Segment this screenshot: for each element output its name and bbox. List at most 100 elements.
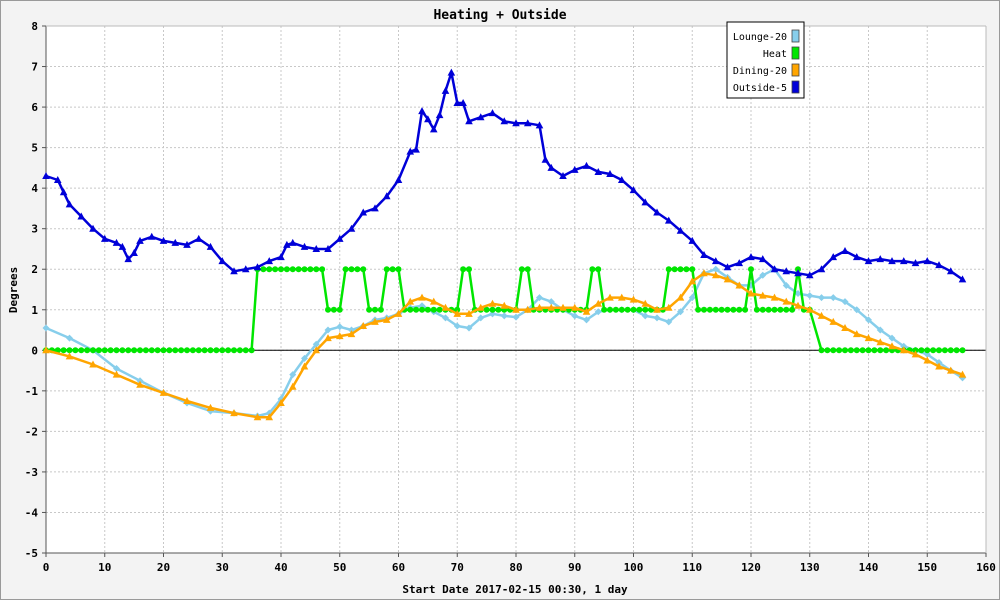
x-tick-label: 10 xyxy=(98,561,111,574)
data-point xyxy=(841,246,849,254)
data-point xyxy=(958,370,967,378)
data-point xyxy=(783,306,790,313)
data-point xyxy=(936,347,942,354)
data-point xyxy=(688,236,697,244)
data-point xyxy=(147,232,156,240)
data-point xyxy=(453,309,462,317)
data-point xyxy=(100,234,109,242)
data-point xyxy=(735,281,744,289)
data-point xyxy=(225,347,232,354)
data-point xyxy=(570,165,579,173)
data-point xyxy=(124,255,133,263)
data-point xyxy=(119,347,126,354)
data-point xyxy=(582,161,591,169)
data-point xyxy=(695,306,702,313)
data-point xyxy=(277,253,285,261)
data-point xyxy=(500,312,508,320)
data-point xyxy=(488,109,497,117)
data-point xyxy=(236,347,243,354)
data-point xyxy=(830,347,837,354)
data-point xyxy=(430,306,437,313)
data-point xyxy=(319,266,326,273)
data-point xyxy=(206,242,215,250)
data-point xyxy=(794,301,802,309)
data-point xyxy=(89,224,97,232)
data-point xyxy=(899,346,908,354)
data-point xyxy=(354,266,361,273)
data-point xyxy=(765,306,772,313)
data-point xyxy=(512,313,520,321)
data-point xyxy=(288,238,297,246)
data-point xyxy=(912,347,919,354)
data-point xyxy=(899,257,908,265)
data-point xyxy=(283,240,291,248)
data-point xyxy=(953,347,960,354)
data-point xyxy=(671,266,678,273)
data-point xyxy=(90,347,96,354)
data-point xyxy=(101,347,108,354)
y-tick-label: -4 xyxy=(25,506,39,519)
data-point xyxy=(366,306,373,313)
data-point xyxy=(277,399,285,407)
data-point xyxy=(864,257,873,265)
data-point xyxy=(42,171,50,179)
series-outside-5 xyxy=(42,68,967,283)
data-point xyxy=(389,266,396,273)
data-point xyxy=(347,224,356,232)
data-point xyxy=(42,346,50,354)
data-point xyxy=(601,306,608,313)
data-point xyxy=(382,315,391,323)
series-line-lounge-20 xyxy=(45,267,964,418)
data-point xyxy=(406,297,415,305)
data-point xyxy=(758,291,767,299)
data-point xyxy=(723,275,732,283)
data-point xyxy=(747,289,755,297)
data-point xyxy=(395,266,402,273)
data-point xyxy=(95,347,102,354)
data-point xyxy=(107,347,114,354)
data-point xyxy=(476,113,485,121)
data-point xyxy=(735,259,744,267)
data-point xyxy=(312,346,321,354)
data-point xyxy=(794,290,802,298)
y-axis-label: Degrees xyxy=(7,267,20,313)
legend-label-heat: Heat xyxy=(763,49,787,60)
data-point xyxy=(829,294,837,302)
data-point xyxy=(283,266,290,273)
data-point xyxy=(935,362,943,370)
data-point xyxy=(665,266,672,273)
data-point xyxy=(617,176,626,184)
data-point xyxy=(817,265,826,273)
data-point xyxy=(782,281,790,289)
data-point xyxy=(941,347,948,354)
data-point xyxy=(89,360,97,368)
data-point xyxy=(748,266,754,273)
data-point xyxy=(877,347,884,354)
data-point xyxy=(641,312,649,320)
y-tick-label: 5 xyxy=(31,142,38,155)
data-point xyxy=(231,347,237,354)
data-point xyxy=(347,330,356,338)
data-point xyxy=(453,322,461,330)
data-point xyxy=(230,409,238,417)
data-point xyxy=(712,265,720,273)
data-point xyxy=(864,334,873,342)
data-point xyxy=(360,266,367,273)
data-point xyxy=(536,294,543,302)
x-tick-label: 80 xyxy=(509,561,522,574)
data-point xyxy=(412,145,420,153)
data-point xyxy=(770,293,779,301)
data-point xyxy=(706,306,713,313)
data-point xyxy=(911,259,920,267)
data-point xyxy=(136,377,144,385)
data-point xyxy=(747,253,755,261)
data-point xyxy=(607,306,613,313)
y-tick-label: 6 xyxy=(31,101,38,114)
legend-box xyxy=(726,21,805,99)
data-point xyxy=(782,297,791,305)
data-point xyxy=(547,163,556,171)
data-point xyxy=(701,306,707,313)
data-point xyxy=(571,312,579,320)
legend-label-lounge-20: Lounge-20 xyxy=(733,32,787,43)
data-point xyxy=(924,347,931,354)
